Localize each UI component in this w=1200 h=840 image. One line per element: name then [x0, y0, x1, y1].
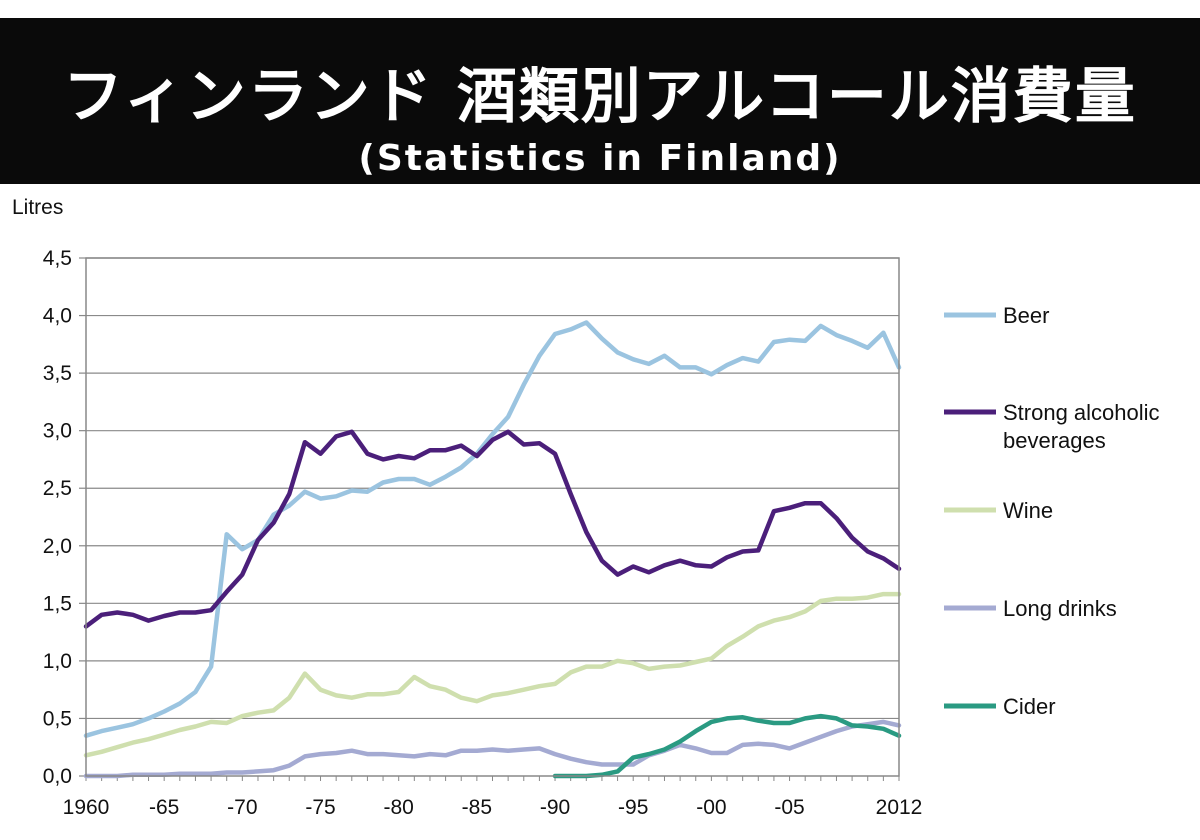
legend-label: Beer	[1003, 303, 1049, 328]
x-tick-label: -05	[774, 796, 804, 819]
legend-label: Long drinks	[1003, 596, 1117, 621]
x-tick-label: -80	[384, 796, 414, 819]
legend-label: beverages	[1003, 428, 1106, 453]
gridlines	[86, 257, 899, 720]
series-line-beer	[83, 320, 902, 738]
y-tick-label: 4,5	[43, 247, 72, 270]
plot-frame	[85, 257, 900, 777]
y-tick-label: 3,0	[43, 420, 72, 443]
title-bar: フィンランド 酒類別アルコール消費量 (Statistics in Finlan…	[0, 18, 1200, 184]
series-line-strong-alcoholic-beverages	[83, 429, 902, 629]
x-tick-label: -95	[618, 796, 648, 819]
chart-subtitle: (Statistics in Finland)	[358, 138, 842, 179]
x-tick-label: 1960	[63, 796, 110, 819]
legend-label: Strong alcoholic	[1003, 400, 1160, 425]
y-tick-label: 4,0	[43, 305, 72, 328]
y-axis-ticks: 0,0 0,5 1,0 1,5 2,0 2,5 3,0 3,5 4,0 4,5	[43, 247, 86, 788]
x-axis-ticks: 1960 -65 -70 -75 -80 -85 -90 -95 -00 -05 2012	[63, 776, 923, 819]
y-tick-label: 0,5	[43, 707, 72, 730]
y-axis-label: Litres	[12, 196, 63, 219]
legend-label: Wine	[1003, 498, 1053, 523]
series-line-wine	[83, 591, 902, 758]
x-tick-label: -65	[149, 796, 179, 819]
x-tick-label: -00	[696, 796, 726, 819]
x-tick-label: -70	[227, 796, 257, 819]
y-tick-label: 3,5	[43, 362, 72, 385]
x-tick-label: -75	[305, 796, 335, 819]
y-tick-label: 0,0	[43, 765, 72, 788]
chart-title: フィンランド 酒類別アルコール消費量	[63, 62, 1137, 132]
x-tick-label: 2012	[876, 796, 923, 819]
series-line-long-drinks	[83, 719, 902, 779]
series-lines	[83, 320, 902, 779]
series-line-cider	[552, 713, 902, 779]
x-tick-label: -85	[462, 796, 492, 819]
y-tick-label: 1,5	[43, 592, 72, 615]
y-tick-label: 2,5	[43, 477, 72, 500]
legend: Beer Strong alcoholic beverages Wine Long dr…	[944, 303, 1160, 719]
y-tick-label: 1,0	[43, 650, 72, 673]
x-tick-label: -90	[540, 796, 570, 819]
legend-label: Cider	[1003, 694, 1056, 719]
y-tick-label: 2,0	[43, 535, 72, 558]
